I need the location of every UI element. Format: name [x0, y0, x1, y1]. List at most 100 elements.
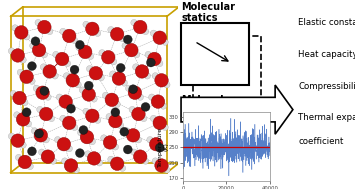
Circle shape	[94, 117, 101, 123]
Circle shape	[35, 19, 41, 26]
Circle shape	[119, 165, 126, 171]
Circle shape	[40, 64, 47, 70]
Circle shape	[55, 137, 61, 143]
Circle shape	[39, 107, 53, 121]
Circle shape	[164, 167, 170, 173]
Circle shape	[96, 160, 103, 166]
Circle shape	[144, 73, 151, 79]
Circle shape	[76, 149, 84, 157]
Circle shape	[83, 21, 89, 28]
Circle shape	[133, 51, 140, 58]
Circle shape	[15, 26, 28, 39]
Circle shape	[62, 116, 76, 130]
Circle shape	[160, 103, 166, 109]
Circle shape	[103, 92, 109, 99]
Circle shape	[133, 150, 147, 163]
Circle shape	[76, 40, 84, 49]
Circle shape	[129, 106, 136, 113]
Circle shape	[110, 71, 116, 77]
Circle shape	[70, 65, 79, 74]
Circle shape	[82, 88, 95, 101]
Circle shape	[116, 64, 125, 72]
Circle shape	[22, 99, 28, 106]
Circle shape	[126, 85, 132, 91]
Circle shape	[98, 74, 104, 81]
Circle shape	[103, 136, 117, 149]
Circle shape	[85, 151, 91, 157]
Circle shape	[79, 125, 88, 134]
Circle shape	[13, 91, 26, 105]
Circle shape	[86, 109, 99, 122]
Circle shape	[37, 106, 43, 113]
Circle shape	[150, 115, 157, 122]
Circle shape	[52, 73, 58, 79]
Circle shape	[17, 69, 23, 76]
Circle shape	[33, 85, 39, 91]
Circle shape	[71, 37, 78, 43]
Circle shape	[126, 129, 140, 142]
Circle shape	[99, 50, 105, 56]
Circle shape	[12, 25, 18, 31]
Y-axis label: Temperature
(K): Temperature (K)	[158, 126, 169, 167]
Circle shape	[89, 138, 95, 145]
Circle shape	[153, 31, 166, 44]
Circle shape	[30, 43, 36, 49]
Circle shape	[45, 94, 51, 100]
Bar	[193, 36, 261, 98]
Circle shape	[22, 108, 31, 117]
Circle shape	[110, 157, 124, 170]
Circle shape	[91, 96, 97, 102]
Polygon shape	[181, 85, 293, 134]
Circle shape	[43, 65, 56, 78]
Circle shape	[87, 66, 93, 72]
Circle shape	[135, 137, 142, 143]
Circle shape	[124, 128, 130, 134]
Circle shape	[28, 62, 37, 70]
Text: coefficient: coefficient	[298, 137, 344, 146]
Circle shape	[32, 43, 46, 57]
Circle shape	[56, 94, 63, 100]
Circle shape	[152, 73, 158, 79]
Circle shape	[47, 28, 53, 35]
Circle shape	[147, 58, 155, 67]
Circle shape	[53, 51, 59, 58]
Circle shape	[142, 158, 149, 164]
Circle shape	[9, 133, 15, 139]
Text: Elastic constants: Elastic constants	[298, 18, 355, 27]
Circle shape	[106, 113, 113, 120]
Circle shape	[35, 129, 44, 138]
Circle shape	[9, 48, 15, 54]
Circle shape	[68, 103, 74, 109]
Circle shape	[78, 45, 92, 59]
Circle shape	[155, 143, 164, 152]
Text: Thermal expansion: Thermal expansion	[298, 113, 355, 122]
Circle shape	[76, 44, 82, 51]
Circle shape	[48, 115, 55, 122]
Circle shape	[142, 28, 149, 35]
Circle shape	[29, 78, 35, 84]
Circle shape	[28, 147, 37, 156]
Circle shape	[62, 29, 76, 43]
Circle shape	[84, 81, 93, 90]
Circle shape	[10, 90, 17, 97]
Circle shape	[135, 65, 149, 78]
Circle shape	[119, 35, 126, 42]
Circle shape	[133, 64, 139, 70]
Circle shape	[124, 145, 132, 154]
Circle shape	[131, 19, 137, 26]
Circle shape	[112, 144, 119, 150]
Circle shape	[75, 81, 81, 88]
Circle shape	[124, 35, 132, 44]
Circle shape	[101, 135, 107, 141]
Circle shape	[141, 115, 147, 122]
Circle shape	[41, 150, 55, 163]
Circle shape	[60, 28, 66, 35]
Circle shape	[87, 152, 101, 165]
Circle shape	[71, 124, 78, 131]
Circle shape	[155, 74, 168, 87]
Circle shape	[111, 108, 120, 117]
Circle shape	[23, 34, 30, 40]
Circle shape	[122, 43, 129, 49]
Circle shape	[120, 127, 129, 136]
Circle shape	[137, 94, 143, 100]
